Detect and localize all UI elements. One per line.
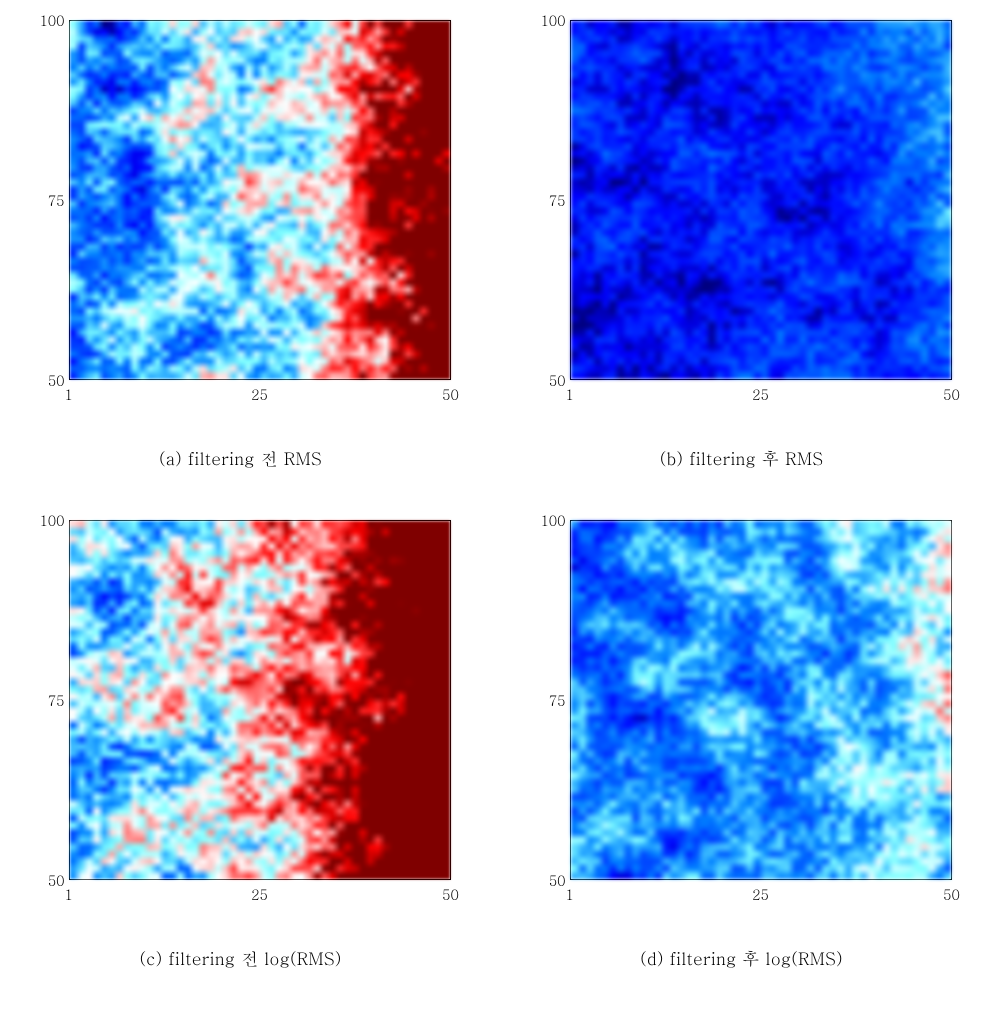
panel-c: 100 75 50 1 25 50 (c) filtering 전 log(RM… xyxy=(20,520,461,970)
ytick: 75 xyxy=(549,190,566,210)
heatmap-canvas xyxy=(70,21,450,379)
plot-c-wrap: 100 75 50 1 25 50 xyxy=(31,520,451,920)
xtick: 25 xyxy=(251,884,268,904)
ytick: 75 xyxy=(48,690,65,710)
ytick: 75 xyxy=(549,690,566,710)
plot-c-yaxis: 100 75 50 xyxy=(31,520,69,880)
plot-c-xaxis: 1 25 50 xyxy=(69,880,451,920)
plot-b-wrap: 100 75 50 1 25 50 xyxy=(532,20,952,420)
xtick: 1 xyxy=(565,384,573,404)
xtick: 50 xyxy=(943,884,960,904)
figure-grid: 100 75 50 1 25 50 (a) filtering 전 RMS 10… xyxy=(20,20,962,970)
ytick: 100 xyxy=(540,510,565,530)
plot-a-xaxis: 1 25 50 xyxy=(69,380,451,420)
panel-d: 100 75 50 1 25 50 (d) filtering 후 log(RM… xyxy=(521,520,962,970)
heatmap-canvas xyxy=(571,21,951,379)
xtick: 50 xyxy=(442,384,459,404)
plot-d-xaxis: 1 25 50 xyxy=(570,880,952,920)
plot-a-box xyxy=(69,20,451,380)
xtick: 25 xyxy=(251,384,268,404)
xtick: 1 xyxy=(64,384,72,404)
caption-c: (c) filtering 전 log(RMS) xyxy=(139,946,341,970)
plot-b-yaxis: 100 75 50 xyxy=(532,20,570,380)
xtick: 1 xyxy=(565,884,573,904)
ytick: 100 xyxy=(39,510,64,530)
caption-b: (b) filtering 후 RMS xyxy=(660,446,824,470)
xtick: 50 xyxy=(442,884,459,904)
ytick: 100 xyxy=(540,10,565,30)
ytick: 50 xyxy=(549,870,566,890)
plot-d-yaxis: 100 75 50 xyxy=(532,520,570,880)
heatmap-canvas xyxy=(571,521,951,879)
ytick: 75 xyxy=(48,190,65,210)
xtick: 50 xyxy=(943,384,960,404)
panel-a: 100 75 50 1 25 50 (a) filtering 전 RMS xyxy=(20,20,461,470)
plot-a-wrap: 100 75 50 1 25 50 xyxy=(31,20,451,420)
ytick: 50 xyxy=(48,870,65,890)
xtick: 25 xyxy=(752,384,769,404)
caption-a: (a) filtering 전 RMS xyxy=(159,446,322,470)
xtick: 1 xyxy=(64,884,72,904)
ytick: 100 xyxy=(39,10,64,30)
panel-b: 100 75 50 1 25 50 (b) filtering 후 RMS xyxy=(521,20,962,470)
plot-b-box xyxy=(570,20,952,380)
plot-b-xaxis: 1 25 50 xyxy=(570,380,952,420)
plot-d-wrap: 100 75 50 1 25 50 xyxy=(532,520,952,920)
heatmap-canvas xyxy=(70,521,450,879)
ytick: 50 xyxy=(549,370,566,390)
plot-a-yaxis: 100 75 50 xyxy=(31,20,69,380)
caption-d: (d) filtering 후 log(RMS) xyxy=(640,946,843,970)
plot-c-box xyxy=(69,520,451,880)
plot-d-box xyxy=(570,520,952,880)
xtick: 25 xyxy=(752,884,769,904)
ytick: 50 xyxy=(48,370,65,390)
